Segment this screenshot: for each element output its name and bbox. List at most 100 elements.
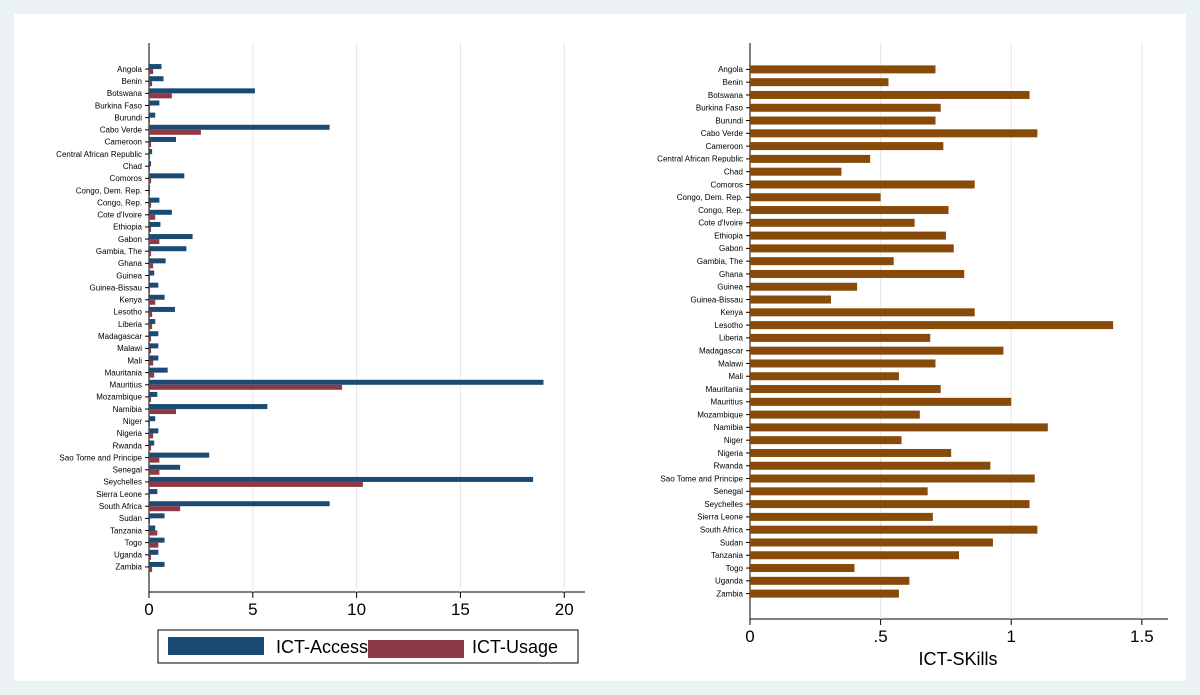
category-label-zambia: Zambia bbox=[115, 563, 142, 572]
category-label-zambia: Zambia bbox=[716, 589, 743, 598]
category-label-rwanda: Rwanda bbox=[714, 462, 744, 471]
bar-ict-skills-rwanda bbox=[750, 461, 991, 470]
category-label-ghana: Ghana bbox=[118, 259, 143, 268]
bar-ict-skills-tanzania bbox=[750, 551, 959, 560]
category-label-nigeria: Nigeria bbox=[718, 449, 744, 458]
bar-ict-skills-ethiopia bbox=[750, 231, 946, 240]
bar-ict-skills-mozambique bbox=[750, 410, 920, 419]
category-label-benin: Benin bbox=[122, 77, 142, 86]
category-label-sao-tome-and-principe: Sao Tome and Principe bbox=[59, 453, 142, 462]
category-label-sierra-leone: Sierra Leone bbox=[697, 513, 743, 522]
category-label-mali: Mali bbox=[728, 372, 743, 381]
bar-ict-usage-zambia bbox=[149, 566, 153, 572]
bar-ict-usage-ethiopia bbox=[149, 226, 152, 232]
bar-ict-usage-cote-d-ivoire bbox=[149, 214, 156, 220]
bar-ict-skills-burkina-faso bbox=[750, 103, 941, 112]
bar-ict-access-senegal bbox=[149, 464, 181, 470]
category-label-namibia: Namibia bbox=[714, 423, 744, 432]
bar-ict-usage-central-african-republic bbox=[149, 154, 151, 160]
bar-ict-access-mauritius bbox=[149, 379, 544, 385]
bar-ict-skills-angola bbox=[750, 65, 936, 74]
category-label-comoros: Comoros bbox=[110, 174, 142, 183]
category-label-cote-d-ivoire: Cote d'Ivoire bbox=[698, 219, 743, 228]
category-label-kenya: Kenya bbox=[720, 308, 743, 317]
category-label-madagascar: Madagascar bbox=[699, 346, 743, 355]
x-tick-label: 0 bbox=[745, 627, 754, 646]
category-label-guinea-bissau: Guinea-Bissau bbox=[90, 283, 142, 292]
category-label-guinea-bissau: Guinea-Bissau bbox=[691, 295, 743, 304]
category-label-botswana: Botswana bbox=[107, 89, 143, 98]
bar-ict-access-angola bbox=[149, 64, 162, 70]
category-label-congo-dem-rep: Congo, Dem. Rep. bbox=[677, 193, 743, 202]
bar-ict-access-gambia-the bbox=[149, 246, 187, 252]
category-label-tanzania: Tanzania bbox=[110, 526, 143, 535]
bar-ict-access-seychelles bbox=[149, 476, 534, 482]
x-tick-label: 20 bbox=[555, 600, 574, 619]
category-label-cabo-verde: Cabo Verde bbox=[100, 126, 143, 135]
category-label-sudan: Sudan bbox=[720, 538, 743, 547]
bar-ict-access-burkina-faso bbox=[149, 100, 160, 106]
bar-ict-access-botswana bbox=[149, 88, 255, 94]
category-label-congo-rep: Congo, Rep. bbox=[698, 206, 743, 215]
category-label-ghana: Ghana bbox=[719, 270, 744, 279]
category-label-nigeria: Nigeria bbox=[117, 429, 143, 438]
category-label-south-africa: South Africa bbox=[700, 525, 744, 534]
bar-ict-skills-togo bbox=[750, 564, 855, 573]
category-label-south-africa: South Africa bbox=[99, 502, 143, 511]
category-label-mali: Mali bbox=[127, 356, 142, 365]
bar-ict-usage-burkina-faso bbox=[149, 105, 151, 111]
bar-ict-usage-comoros bbox=[149, 178, 152, 184]
bar-ict-skills-gambia-the bbox=[750, 257, 894, 266]
bar-ict-usage-south-africa bbox=[149, 506, 181, 512]
bar-ict-access-cabo-verde bbox=[149, 124, 330, 130]
bar-ict-usage-malawi bbox=[149, 348, 152, 354]
category-label-niger: Niger bbox=[724, 436, 743, 445]
bar-ict-skills-benin bbox=[750, 78, 889, 87]
bar-ict-access-lesotho bbox=[149, 306, 175, 312]
bar-ict-skills-comoros bbox=[750, 180, 975, 189]
bar-ict-access-malawi bbox=[149, 343, 159, 349]
bar-ict-usage-guinea-bissau bbox=[149, 287, 151, 293]
category-label-madagascar: Madagascar bbox=[98, 332, 142, 341]
bar-ict-usage-guinea bbox=[149, 275, 151, 281]
category-label-cabo-verde: Cabo Verde bbox=[701, 129, 744, 138]
category-label-senegal: Senegal bbox=[714, 487, 744, 496]
bar-ict-access-south-africa bbox=[149, 501, 330, 507]
category-label-mauritania: Mauritania bbox=[105, 368, 143, 377]
bar-ict-skills-burundi bbox=[750, 116, 936, 125]
category-label-lesotho: Lesotho bbox=[114, 308, 143, 317]
category-label-sierra-leone: Sierra Leone bbox=[96, 490, 142, 499]
bar-ict-skills-central-african-republic bbox=[750, 154, 871, 163]
bar-ict-access-zambia bbox=[149, 561, 165, 567]
legend-swatch-ict-access bbox=[168, 637, 264, 655]
bar-ict-skills-uganda bbox=[750, 576, 910, 585]
category-label-liberia: Liberia bbox=[118, 320, 143, 329]
bar-ict-usage-benin bbox=[149, 81, 153, 87]
bar-ict-access-chad bbox=[149, 161, 152, 167]
bar-ict-skills-gabon bbox=[750, 244, 954, 253]
category-label-uganda: Uganda bbox=[114, 551, 143, 560]
bar-ict-skills-mauritius bbox=[750, 397, 1012, 406]
bar-ict-usage-gabon bbox=[149, 239, 160, 245]
category-label-chad: Chad bbox=[123, 162, 142, 171]
bar-ict-usage-congo-dem-rep bbox=[149, 190, 151, 196]
bar-ict-usage-rwanda bbox=[149, 445, 152, 451]
bar-ict-access-mauritania bbox=[149, 367, 168, 373]
bar-ict-usage-mozambique bbox=[149, 396, 152, 402]
category-label-mauritania: Mauritania bbox=[706, 385, 744, 394]
bar-ict-access-benin bbox=[149, 76, 164, 82]
legend-swatch-ict-usage bbox=[368, 640, 464, 658]
bar-ict-access-comoros bbox=[149, 173, 185, 179]
bar-ict-usage-botswana bbox=[149, 93, 172, 99]
bar-ict-skills-senegal bbox=[750, 487, 928, 496]
bar-ict-access-uganda bbox=[149, 549, 159, 555]
bar-ict-skills-liberia bbox=[750, 333, 931, 342]
bar-ict-skills-congo-rep bbox=[750, 206, 949, 215]
category-label-comoros: Comoros bbox=[711, 180, 743, 189]
bar-ict-skills-sierra-leone bbox=[750, 512, 933, 521]
bar-ict-skills-botswana bbox=[750, 90, 1030, 99]
bar-ict-usage-chad bbox=[149, 166, 151, 172]
bar-ict-access-sao-tome-and-principe bbox=[149, 452, 210, 458]
category-label-gambia-the: Gambia, The bbox=[697, 257, 744, 266]
category-label-congo-dem-rep: Congo, Dem. Rep. bbox=[76, 186, 142, 195]
